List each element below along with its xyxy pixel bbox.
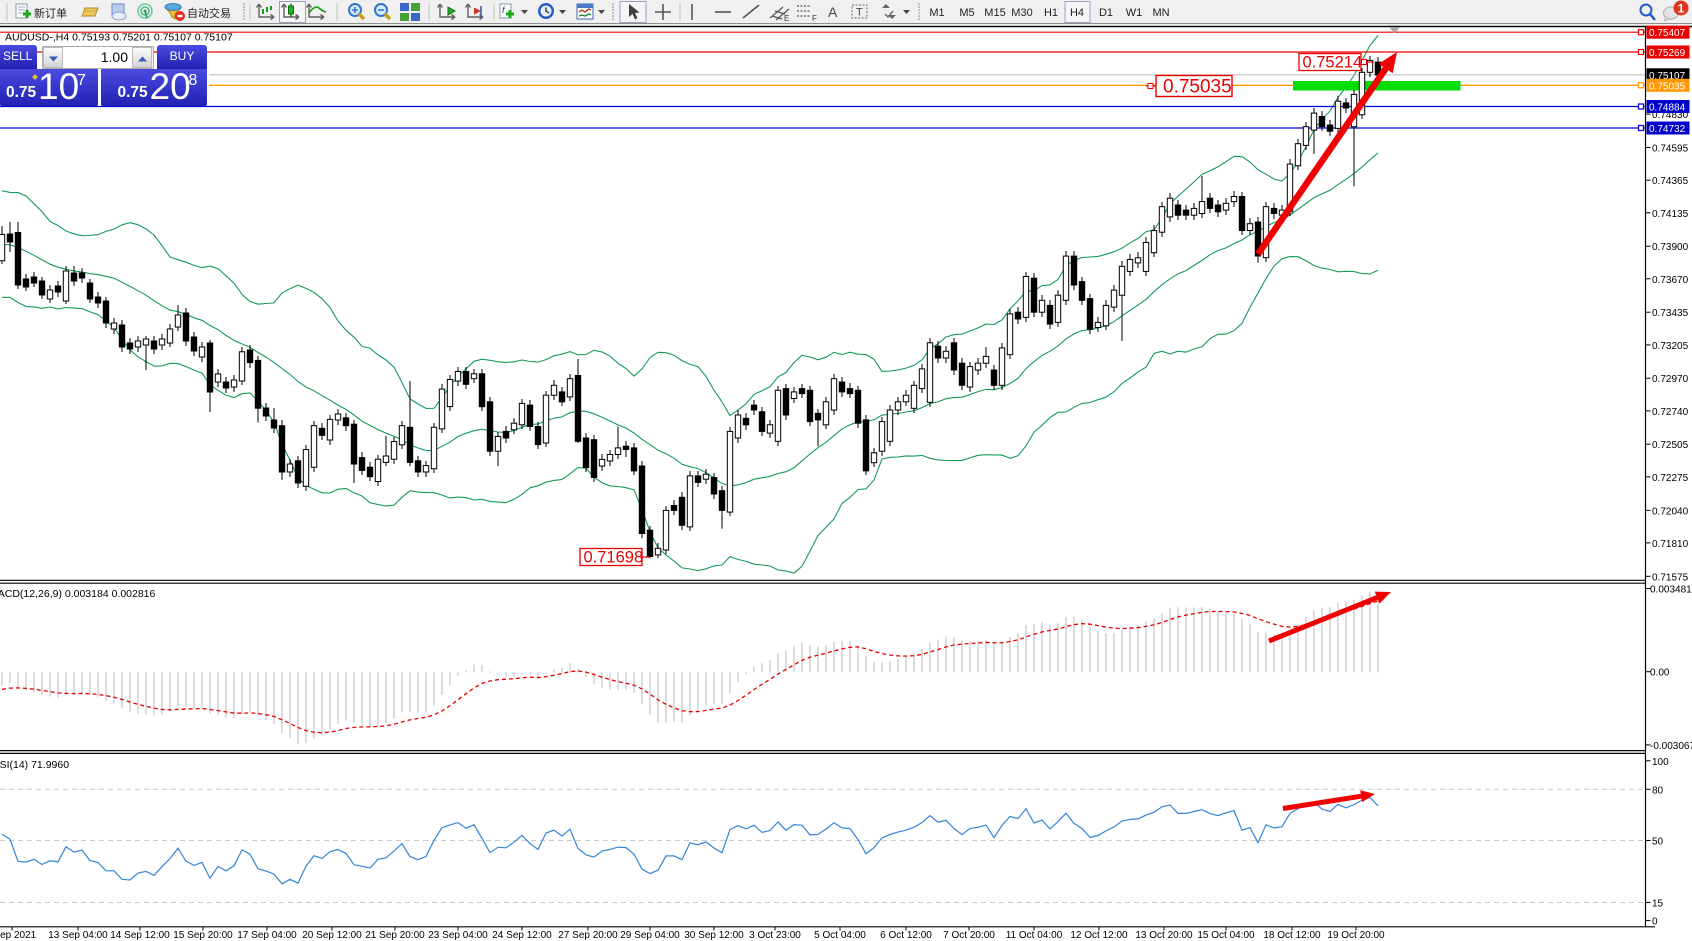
svg-text:18 Oct 12:00: 18 Oct 12:00	[1263, 930, 1321, 941]
svg-text:D1: D1	[1099, 7, 1113, 19]
svg-text:H4: H4	[1070, 7, 1084, 19]
svg-text:0.72740: 0.72740	[1652, 407, 1689, 418]
svg-text:MN: MN	[1152, 7, 1169, 19]
svg-text:0.72505: 0.72505	[1652, 440, 1689, 451]
svg-text:0.73205: 0.73205	[1652, 341, 1689, 352]
svg-text:50: 50	[1652, 837, 1664, 848]
svg-text:E: E	[784, 14, 789, 23]
svg-text:H1: H1	[1044, 7, 1058, 19]
svg-text:0.73900: 0.73900	[1652, 242, 1689, 253]
svg-text:新订单: 新订单	[34, 6, 67, 20]
svg-text:-0.003067: -0.003067	[1650, 741, 1692, 752]
svg-text:0.71575: 0.71575	[1652, 572, 1689, 583]
svg-text:19 Oct 20:00: 19 Oct 20:00	[1327, 930, 1385, 941]
svg-text:29 Sep 04:00: 29 Sep 04:00	[620, 930, 680, 941]
svg-text:0.74595: 0.74595	[1652, 144, 1689, 155]
svg-text:T: T	[856, 7, 863, 19]
svg-text:0.74135: 0.74135	[1652, 209, 1689, 220]
svg-text:M30: M30	[1011, 7, 1032, 19]
svg-text:7 Oct 20:00: 7 Oct 20:00	[943, 930, 995, 941]
svg-text:1: 1	[1678, 2, 1685, 16]
svg-text:0.74732: 0.74732	[1649, 124, 1686, 135]
svg-text:0.74365: 0.74365	[1652, 176, 1689, 187]
svg-text:23 Sep 04:00: 23 Sep 04:00	[428, 930, 488, 941]
svg-text:0.75035: 0.75035	[1163, 77, 1232, 98]
svg-text:0.75269: 0.75269	[1649, 48, 1686, 59]
svg-text:0.73670: 0.73670	[1652, 275, 1689, 286]
svg-text:0.72275: 0.72275	[1652, 473, 1689, 484]
svg-text:0.00: 0.00	[1650, 668, 1670, 679]
svg-text:10 Sep 2021: 10 Sep 2021	[0, 930, 37, 941]
svg-text:自动交易: 自动交易	[187, 6, 231, 20]
svg-text:3 Oct 23:00: 3 Oct 23:00	[749, 930, 801, 941]
svg-text:M5: M5	[959, 7, 974, 19]
svg-text:17 Sep 04:00: 17 Sep 04:00	[237, 930, 297, 941]
svg-text:0.75407: 0.75407	[1649, 28, 1686, 39]
svg-text:0.75107: 0.75107	[1649, 71, 1686, 82]
svg-text:15 Oct 04:00: 15 Oct 04:00	[1197, 930, 1255, 941]
svg-text:0.72970: 0.72970	[1652, 374, 1689, 385]
svg-text:A: A	[828, 4, 838, 20]
svg-text:0.003481: 0.003481	[1650, 585, 1692, 596]
svg-text:MACD(12,26,9) 0.003184 0.00281: MACD(12,26,9) 0.003184 0.002816	[0, 588, 156, 600]
svg-text:13 Sep 04:00: 13 Sep 04:00	[48, 930, 108, 941]
svg-text:12 Oct 12:00: 12 Oct 12:00	[1070, 930, 1128, 941]
svg-text:5 Oct 04:00: 5 Oct 04:00	[814, 930, 866, 941]
svg-text:0: 0	[1652, 917, 1658, 928]
svg-text:RSI(14) 71.9960: RSI(14) 71.9960	[0, 759, 69, 771]
svg-text:15: 15	[1652, 899, 1664, 910]
svg-text:0.72040: 0.72040	[1652, 506, 1689, 517]
svg-text:20 Sep 12:00: 20 Sep 12:00	[302, 930, 362, 941]
svg-text:0.75035: 0.75035	[1649, 81, 1686, 92]
svg-text:F: F	[812, 14, 817, 23]
svg-text:11 Oct 04:00: 11 Oct 04:00	[1006, 930, 1063, 941]
svg-text:0.74830: 0.74830	[1652, 110, 1689, 121]
svg-text:24 Sep 12:00: 24 Sep 12:00	[492, 930, 552, 941]
svg-text:0.73435: 0.73435	[1652, 308, 1689, 319]
svg-text:80: 80	[1652, 785, 1664, 796]
svg-text:30 Sep 12:00: 30 Sep 12:00	[684, 930, 744, 941]
svg-text:100: 100	[1652, 757, 1669, 768]
svg-text:13 Oct 20:00: 13 Oct 20:00	[1135, 930, 1193, 941]
svg-text:M15: M15	[984, 7, 1005, 19]
svg-text:21 Sep 20:00: 21 Sep 20:00	[365, 930, 425, 941]
svg-text:0.71810: 0.71810	[1652, 539, 1689, 550]
svg-text:AUDUSD-,H4 0.75193 0.75201 0.: AUDUSD-,H4 0.75193 0.75201 0.75107 0.751…	[5, 32, 233, 44]
svg-text:M1: M1	[929, 7, 944, 19]
svg-text:0.74884: 0.74884	[1649, 103, 1686, 114]
svg-text:0.71698: 0.71698	[584, 549, 644, 567]
svg-text:W1: W1	[1126, 7, 1143, 19]
svg-text:f: f	[502, 5, 506, 15]
svg-text:27 Sep 20:00: 27 Sep 20:00	[558, 930, 618, 941]
svg-text:15 Sep 20:00: 15 Sep 20:00	[173, 930, 233, 941]
svg-text:6 Oct 12:00: 6 Oct 12:00	[880, 930, 932, 941]
svg-text:14 Sep 12:00: 14 Sep 12:00	[110, 930, 170, 941]
svg-text:0.75214: 0.75214	[1303, 54, 1363, 72]
